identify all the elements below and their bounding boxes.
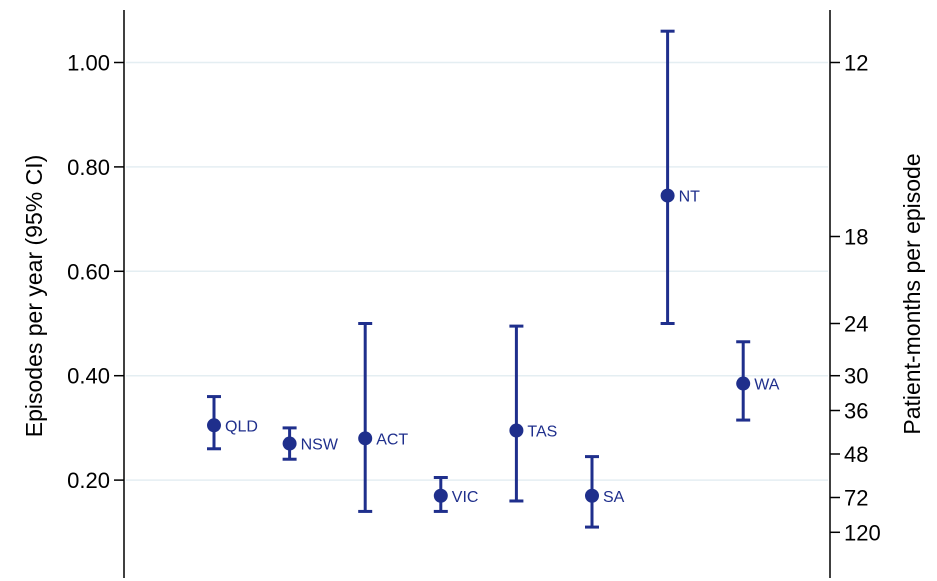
y-tick-label: 0.60: [67, 259, 110, 284]
y-tick-label: 1.00: [67, 51, 110, 76]
series: QLD NSW ACT VIC TAS SA NT WA: [207, 29, 780, 529]
data-point-group: SA: [585, 455, 625, 529]
y2-tick-label: 30: [844, 364, 868, 389]
data-label: TAS: [527, 424, 557, 441]
data-point-group: ACT: [358, 322, 408, 513]
data-point-group: NT: [660, 29, 701, 325]
data-point: [358, 431, 373, 446]
data-point-group: QLD: [207, 395, 258, 451]
y-tick-label: 0.40: [67, 364, 110, 389]
data-point-group: NSW: [282, 426, 339, 461]
y2-tick-label: 36: [844, 399, 868, 424]
data-label: SA: [603, 489, 625, 506]
data-point-group: TAS: [509, 324, 557, 503]
data-label: VIC: [452, 489, 479, 506]
right-axis: 12 18 24 30 36 48 72 120: [829, 10, 881, 578]
data-point: [433, 488, 448, 503]
data-label: ACT: [376, 431, 408, 448]
data-point: [585, 488, 599, 503]
y2-tick-label: 12: [844, 51, 868, 76]
y-axis-title: Episodes per year (95% CI): [21, 155, 47, 438]
data-label: QLD: [225, 418, 258, 435]
y-tick-label: 0.20: [67, 468, 110, 493]
gridlines: [126, 61, 828, 481]
data-point: [207, 418, 221, 433]
data-point: [660, 188, 675, 203]
y-tick-label: 0.80: [67, 155, 110, 180]
data-point-group: WA: [736, 340, 780, 422]
data-point: [509, 423, 524, 438]
data-point: [282, 436, 297, 451]
data-label: WA: [754, 377, 780, 394]
data-label: NT: [679, 189, 701, 206]
data-label: NSW: [301, 437, 339, 454]
y2-tick-label: 24: [844, 312, 868, 337]
data-point: [736, 376, 751, 391]
y2-tick-label: 72: [844, 486, 868, 511]
y2-tick-label: 18: [844, 225, 868, 250]
secondary-y-axis-title: Patient-months per episode: [899, 153, 925, 434]
data-point-group: VIC: [433, 475, 479, 513]
y2-tick-label: 120: [844, 520, 881, 545]
left-axis: 1.00 0.80 0.60 0.40 0.20: [67, 10, 125, 578]
y2-tick-label: 48: [844, 442, 868, 467]
